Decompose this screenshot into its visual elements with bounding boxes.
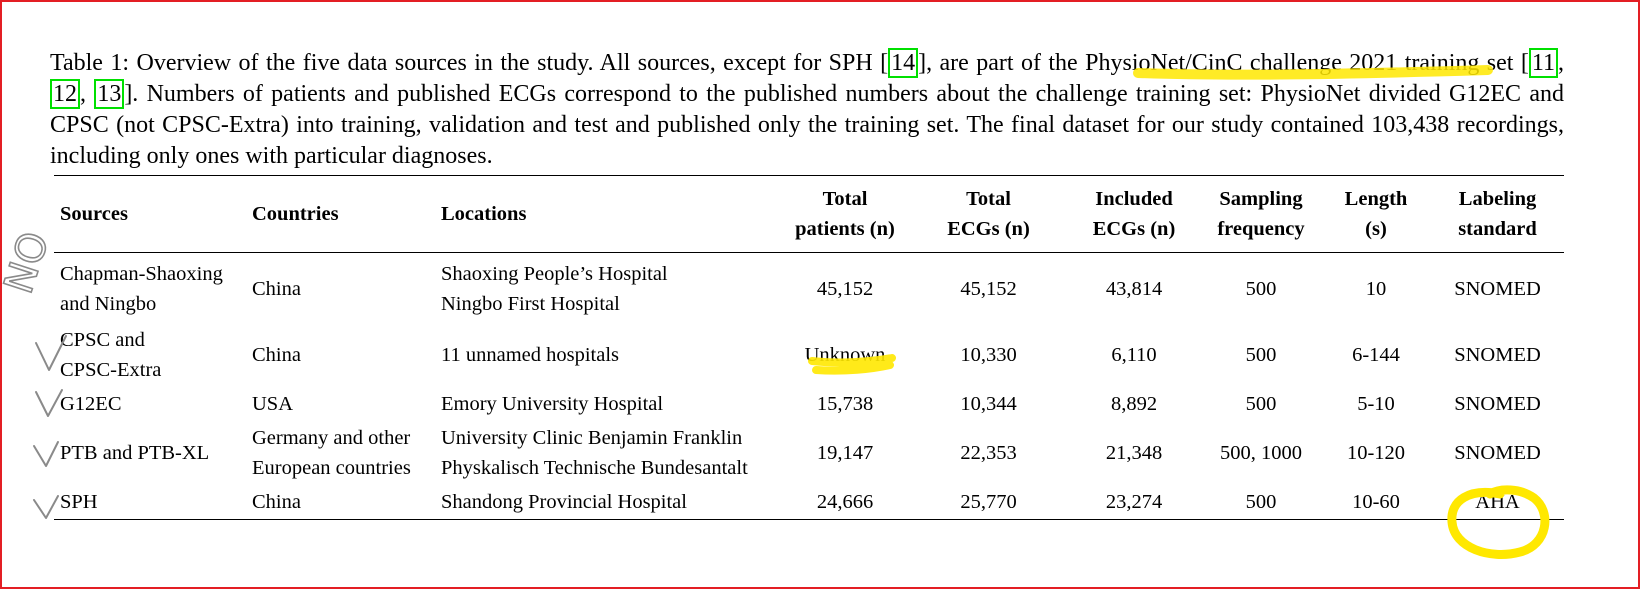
cell-standard: SNOMED xyxy=(1454,393,1541,415)
header-locations: Locations xyxy=(441,203,527,225)
cell-included: 43,814 xyxy=(1105,278,1163,300)
cell-included: 6,110 xyxy=(1111,344,1157,366)
cell-standard: SNOMED xyxy=(1454,344,1541,366)
header-labeling-standard: Labeling standard xyxy=(1458,188,1537,240)
table-row: CPSC and CPSC-Extra China 11 unnamed hosp… xyxy=(54,323,1564,387)
caption-text: , xyxy=(80,81,95,107)
header-included-ecgs: Included ECGs (n) xyxy=(1092,188,1176,240)
cell-locations: University Clinic Benjamin Franklin Physk… xyxy=(441,427,748,479)
header-total-ecgs: Total ECGs (n) xyxy=(947,188,1030,240)
caption-text: Table 1: Overview of the five data sourc… xyxy=(50,50,889,76)
cell-locations: Shandong Provincial Hospital xyxy=(441,491,687,513)
cell-length: 6-144 xyxy=(1352,344,1400,366)
cell-standard: SNOMED xyxy=(1454,442,1541,464)
cell-country: China xyxy=(252,344,301,366)
cell-ecgs: 22,353 xyxy=(960,442,1017,464)
cell-locations: Shaoxing People’s Hospital Ningbo First H… xyxy=(441,263,668,315)
cell-ecgs: 10,344 xyxy=(960,393,1017,415)
cell-length: 10-60 xyxy=(1352,491,1400,513)
cell-patients: 19,147 xyxy=(816,442,874,464)
cell-country: China xyxy=(252,491,301,513)
table-row: Chapman-Shaoxing and Ningbo China Shaoxin… xyxy=(54,253,1564,324)
cell-frequency: 500 xyxy=(1245,393,1277,415)
citation-link[interactable]: 13 xyxy=(94,79,125,109)
table-container: Sources Countries Locations Total patient… xyxy=(54,175,1564,520)
cell-length: 10 xyxy=(1365,278,1387,300)
cell-source: PTB and PTB-XL xyxy=(60,442,210,464)
data-sources-table: Sources Countries Locations Total patient… xyxy=(54,175,1564,520)
citation-link[interactable]: 12 xyxy=(50,79,80,109)
cell-included: 23,274 xyxy=(1105,491,1163,513)
caption-text: ]. Numbers of patients and published ECG… xyxy=(50,81,1565,169)
cell-frequency: 500 xyxy=(1245,344,1277,366)
cell-patients: 24,666 xyxy=(816,491,874,513)
table-row: SPH China Shandong Provincial Hospital 2… xyxy=(54,485,1564,520)
caption-text: , xyxy=(1558,50,1564,76)
table-row: PTB and PTB-XL Germany and other European… xyxy=(54,421,1564,485)
table-header-row: Sources Countries Locations Total patient… xyxy=(54,175,1564,253)
header-countries: Countries xyxy=(252,203,339,225)
cell-included: 21,348 xyxy=(1105,442,1163,464)
cell-source: CPSC and CPSC-Extra xyxy=(60,329,162,381)
cell-included: 8,892 xyxy=(1110,393,1158,415)
cell-source: G12EC xyxy=(60,393,122,415)
cell-source: SPH xyxy=(60,491,98,513)
header-sampling-frequency: Sampling frequency xyxy=(1217,188,1305,240)
cell-ecgs: 45,152 xyxy=(960,278,1017,300)
cell-locations: 11 unnamed hospitals xyxy=(441,344,620,366)
header-sources: Sources xyxy=(60,203,128,225)
header-total-patients: Total patients (n) xyxy=(795,188,895,240)
cell-patients: 45,152 xyxy=(816,278,874,300)
cell-country: Germany and other European countries xyxy=(252,427,411,479)
cell-locations: Emory University Hospital xyxy=(441,393,664,415)
cell-ecgs: 25,770 xyxy=(960,491,1017,513)
header-length: Length (s) xyxy=(1344,188,1408,240)
cell-length: 10-120 xyxy=(1346,442,1406,464)
cell-frequency: 500, 1000 xyxy=(1220,442,1302,464)
cell-patients: Unknown xyxy=(804,344,886,366)
caption-text: ], are part of the PhysioNet/CinC challe… xyxy=(918,50,1529,76)
cell-ecgs: 10,330 xyxy=(960,344,1017,366)
table-row: G12EC USA Emory University Hospital 15,7… xyxy=(54,387,1564,421)
cell-patients: 15,738 xyxy=(816,393,874,415)
citation-link[interactable]: 11 xyxy=(1528,48,1558,78)
cell-standard: SNOMED xyxy=(1454,278,1541,300)
table-caption: Table 1: Overview of the five data sourc… xyxy=(50,48,1564,172)
cell-length: 5-10 xyxy=(1357,393,1395,415)
cell-country: USA xyxy=(252,393,294,415)
cell-standard: AHA xyxy=(1475,491,1520,513)
cell-frequency: 500 xyxy=(1245,278,1277,300)
citation-link[interactable]: 14 xyxy=(888,48,919,78)
cell-frequency: 500 xyxy=(1245,491,1277,513)
cell-country: China xyxy=(252,278,301,300)
cell-source: Chapman-Shaoxing and Ningbo xyxy=(60,263,223,315)
